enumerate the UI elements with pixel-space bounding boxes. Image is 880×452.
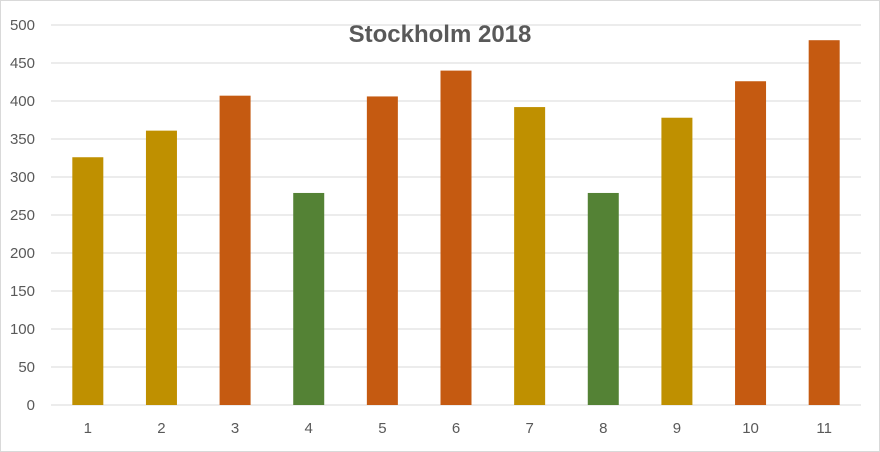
y-tick-label: 100	[10, 321, 35, 338]
bar	[808, 40, 840, 405]
y-tick-label: 200	[10, 245, 35, 262]
bar	[145, 130, 177, 405]
y-tick-label: 250	[10, 207, 35, 224]
bar	[661, 117, 693, 405]
y-tick-label: 300	[10, 169, 35, 186]
y-tick-label: 150	[10, 283, 35, 300]
x-tick-label: 7	[525, 420, 533, 437]
bar	[514, 107, 546, 405]
x-tick-label: 3	[231, 420, 239, 437]
bar	[587, 192, 619, 405]
y-tick-label: 400	[10, 93, 35, 110]
bar	[440, 70, 472, 405]
y-tick-label: 450	[10, 55, 35, 72]
x-tick-label: 4	[305, 420, 313, 437]
x-tick-label: 1	[84, 420, 92, 437]
x-tick-label: 2	[157, 420, 165, 437]
y-tick-label: 0	[27, 397, 35, 414]
bar	[293, 192, 325, 405]
x-tick-label: 6	[452, 420, 460, 437]
bar	[735, 81, 767, 406]
bar	[72, 157, 104, 405]
y-tick-label: 50	[18, 359, 35, 376]
y-tick-label: 350	[10, 131, 35, 148]
chart-title: Stockholm 2018	[348, 21, 532, 48]
x-tick-label: 5	[378, 420, 386, 437]
x-tick-label: 11	[816, 420, 832, 437]
x-tick-label: 9	[673, 420, 681, 437]
x-tick-label: 8	[599, 420, 607, 437]
bar	[366, 96, 398, 405]
y-tick-label: 500	[10, 17, 35, 34]
x-tick-label: 10	[742, 420, 759, 437]
bar	[219, 95, 251, 406]
